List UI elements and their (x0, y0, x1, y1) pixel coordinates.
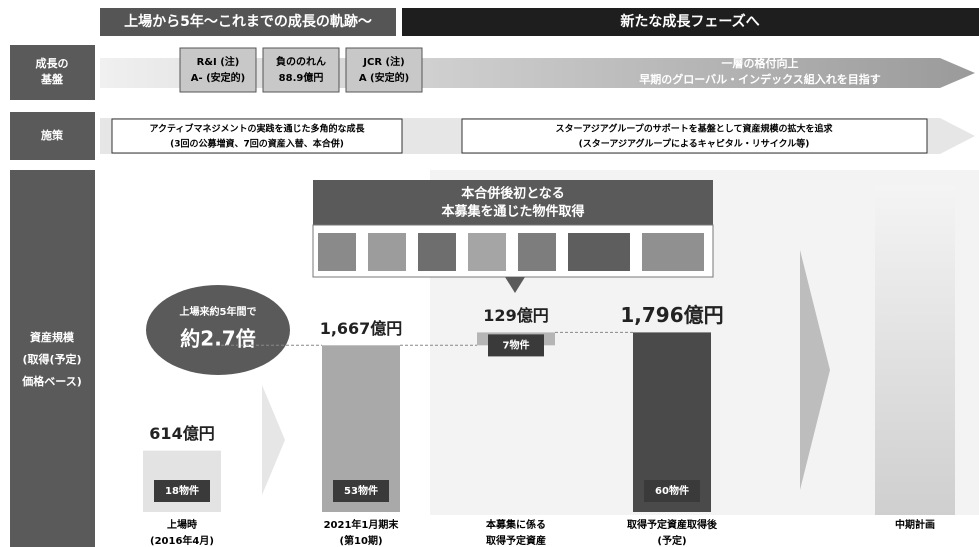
badge-text: 88.9億円 (279, 71, 324, 84)
badge-box (345, 47, 423, 93)
badge-text: R&I (注) (197, 55, 240, 68)
badge-text: 負ののれん (276, 55, 326, 68)
growth-ellipse (146, 285, 290, 375)
x-tick-label: 取得予定資産取得後 (627, 518, 718, 531)
value-label: 614億円 (149, 424, 214, 443)
photo (568, 233, 630, 271)
callout-text: 本募集を通じた物件取得 (441, 204, 584, 220)
x-tick-label: (2016年4月) (150, 534, 214, 547)
photo (368, 233, 406, 271)
x-tick-label: 中期計画 (895, 518, 935, 531)
header-left-bg (100, 8, 396, 36)
badges: R&I (注) A- (安定的) 負ののれん 88.9億円 JCR (注) A (安定的) (179, 47, 423, 93)
badge-text: A (安定的) (359, 71, 409, 84)
header-right-bg (402, 8, 979, 36)
photo (642, 233, 704, 271)
chevron (262, 385, 285, 495)
x-tick-label: 上場時 (167, 518, 197, 531)
growth-note: 約2.7倍 (180, 327, 255, 351)
count-box (333, 480, 389, 502)
count-box (154, 480, 210, 502)
row-label: (取得(予定) (22, 352, 81, 366)
badge-box (179, 47, 257, 93)
badge-text: JCR (注) (362, 55, 404, 68)
badge-box (262, 47, 340, 93)
measure-text: (スターアジアグループによるキャピタル・リサイクル等) (579, 138, 810, 150)
row-label: 成長の (36, 56, 69, 70)
chevron (800, 250, 830, 490)
measure-box (461, 118, 928, 154)
row-label: 価格ベース) (21, 374, 81, 388)
callout-text: 本合併後初となる (461, 186, 565, 202)
goal-text: 早期のグローバル・インデックス組入れを目指す (639, 72, 881, 86)
photo (318, 233, 356, 271)
measure-box (111, 118, 403, 154)
count-box (644, 480, 700, 502)
row-label-bg (10, 45, 95, 100)
value-label: 129億円 (483, 306, 548, 325)
row-label: 資産規模 (30, 330, 75, 344)
building-photos (318, 233, 704, 271)
photo (468, 233, 506, 271)
x-tick-label: (第10期) (339, 534, 382, 547)
row-label: 基盤 (40, 72, 64, 86)
goal-text: 一層の格付向上 (722, 56, 799, 70)
count-label: 53物件 (344, 484, 378, 497)
header-right: 新たな成長フェーズへ (620, 13, 759, 30)
measure-text: アクティブマネジメントの実践を通じた多角的な成長 (149, 123, 365, 135)
badge-text: A- (安定的) (191, 71, 246, 84)
x-tick-label: (予定) (657, 534, 686, 547)
row-label-bg (10, 170, 95, 547)
callout-pointer (505, 277, 525, 293)
callout-head (313, 180, 713, 225)
count-label: 7物件 (503, 338, 530, 351)
plan-column (875, 185, 955, 515)
measure-text: (3回の公募増資、7回の資産入替、本合併) (170, 138, 344, 150)
count-label: 60物件 (655, 484, 689, 497)
growth-note: 上場来約5年間で (180, 305, 257, 318)
count-label: 18物件 (165, 484, 199, 497)
row-label-bg (10, 112, 95, 160)
measure-text: スターアジアグループのサポートを基盤として資産規模の拡大を追求 (555, 123, 833, 135)
header-left: 上場から5年～これまでの成長の軌跡～ (124, 13, 372, 30)
x-tick-label: 取得予定資産 (486, 534, 546, 547)
x-tick-label: 本募集に係る (486, 518, 546, 531)
photo (418, 233, 456, 271)
photo (518, 233, 556, 271)
row-label: 施策 (41, 128, 64, 142)
value-label: 1,667億円 (320, 319, 403, 338)
value-label: 1,796億円 (620, 303, 723, 327)
x-tick-label: 2021年1月期末 (324, 518, 400, 531)
count-box (488, 334, 544, 357)
